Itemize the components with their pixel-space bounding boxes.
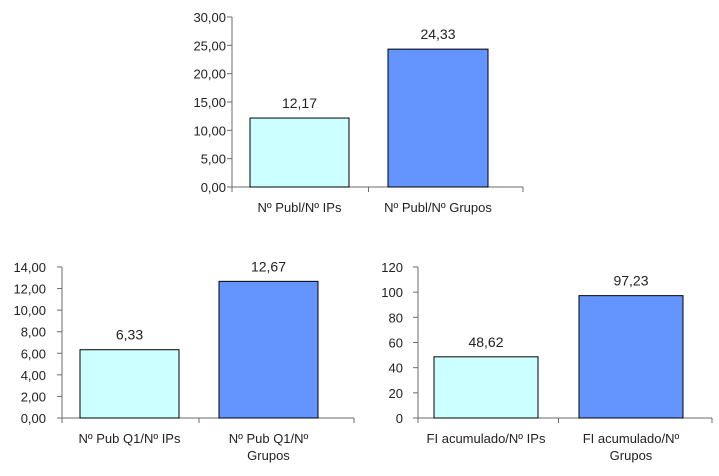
y-tick-label: 120 bbox=[381, 260, 403, 275]
y-tick-label: 60 bbox=[389, 336, 403, 351]
y-tick-label: 100 bbox=[381, 285, 403, 300]
y-tick-label: 20,00 bbox=[193, 67, 226, 82]
category-label-line: Grupos bbox=[610, 448, 653, 463]
y-tick-label: 15,00 bbox=[193, 95, 226, 110]
y-tick-label: 5,00 bbox=[201, 152, 226, 167]
y-tick-label: 0 bbox=[396, 411, 403, 426]
y-tick-label: 20 bbox=[389, 386, 403, 401]
y-tick-label: 4,00 bbox=[21, 368, 46, 383]
bar bbox=[387, 48, 489, 188]
chart-accumulated-fi-per-ip-group: 0 20 40 60 80 100 120 48,62 FI acumulado/Nº IPs 9… bbox=[381, 260, 713, 463]
category-label-line: Nº Pub Q1/Nº bbox=[229, 431, 309, 446]
data-label: 12,67 bbox=[251, 258, 286, 274]
y-tick-label: 10,00 bbox=[13, 303, 46, 318]
category-label: Nº Pub Q1/Nº IPs bbox=[79, 431, 181, 446]
category-label: Nº Publ/Nº Grupos bbox=[384, 200, 492, 215]
category-label: FI acumulado/Nº Grupos bbox=[583, 431, 680, 463]
y-tick-label: 0,00 bbox=[21, 411, 46, 426]
data-label: 12,17 bbox=[282, 95, 317, 111]
data-label: 48,62 bbox=[468, 334, 503, 350]
bar bbox=[249, 117, 350, 188]
y-tick-label: 30,00 bbox=[193, 10, 226, 25]
y-tick-label: 2,00 bbox=[21, 389, 46, 404]
y-tick-label: 12,00 bbox=[13, 282, 46, 297]
chart-q1-publications-per-ip-group: 0,00 2,00 4,00 6,00 8,00 10,00 12,00 14,00 6,33 N… bbox=[13, 258, 355, 463]
bar bbox=[578, 295, 684, 419]
y-tick-label: 10,00 bbox=[193, 123, 226, 138]
y-tick-label: 80 bbox=[389, 310, 403, 325]
data-label: 97,23 bbox=[613, 273, 648, 289]
data-label: 24,33 bbox=[420, 26, 455, 42]
category-label: Nº Pub Q1/Nº Grupos bbox=[229, 431, 309, 463]
bar bbox=[218, 280, 319, 419]
bar bbox=[79, 349, 180, 419]
y-tick-label: 40 bbox=[389, 361, 403, 376]
category-label-line: Nº Pub Q1/Nº IPs bbox=[79, 431, 181, 446]
y-tick-label: 25,00 bbox=[193, 38, 226, 53]
bar bbox=[433, 356, 539, 419]
category-label-line: Nº Publ/Nº IPs bbox=[258, 200, 342, 215]
category-label-line: FI acumulado/Nº bbox=[583, 431, 680, 446]
data-label: 6,33 bbox=[116, 327, 143, 343]
y-tick-label: 8,00 bbox=[21, 325, 46, 340]
category-label: Nº Publ/Nº IPs bbox=[258, 200, 342, 215]
category-label: FI acumulado/Nº IPs bbox=[427, 431, 546, 446]
y-tick-label: 0,00 bbox=[201, 180, 226, 195]
y-tick-label: 6,00 bbox=[21, 346, 46, 361]
y-tick-label: 14,00 bbox=[13, 260, 46, 275]
category-label-line: FI acumulado/Nº IPs bbox=[427, 431, 546, 446]
chart-publications-per-ip-group: 0,00 5,00 10,00 15,00 20,00 25,00 30,00 12,17 Nº… bbox=[193, 10, 524, 215]
category-label-line: Grupos bbox=[247, 448, 290, 463]
category-label-line: Nº Publ/Nº Grupos bbox=[384, 200, 492, 215]
